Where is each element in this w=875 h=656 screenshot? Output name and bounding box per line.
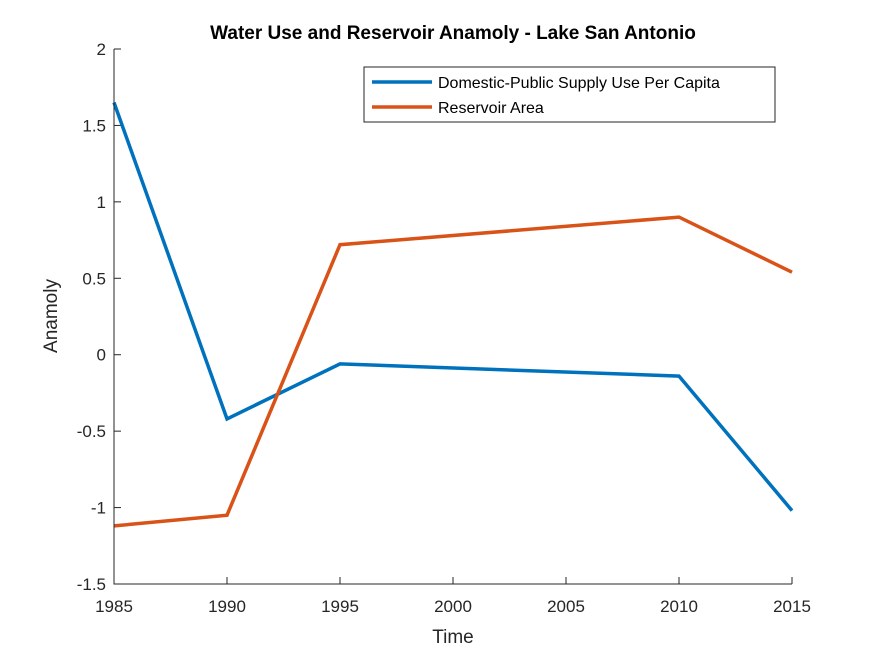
series-layer: [112, 101, 794, 528]
y-tick-label: 0.5: [82, 269, 106, 288]
x-tick-label: 1990: [208, 597, 246, 616]
x-tick-label: 1985: [95, 597, 133, 616]
x-axis-ticks: 1985 1990 1995 2000 2005 2010 2015: [95, 577, 811, 616]
axes-frame: [113, 49, 792, 585]
y-tick-label: -1.5: [77, 575, 106, 594]
series-line-2: [113, 215, 793, 528]
series-line-1: [112, 101, 794, 512]
y-tick-label: -1: [91, 499, 106, 518]
x-tick-label: 2010: [660, 597, 698, 616]
x-tick-label: 1995: [321, 597, 359, 616]
y-tick-label: -0.5: [77, 422, 106, 441]
legend-box: [363, 66, 776, 123]
legend-label-1: Domestic-Public Supply Use Per Capita: [438, 75, 720, 92]
y-tick-label: 2: [97, 40, 106, 59]
x-tick-label: 2015: [773, 597, 811, 616]
y-axis-title: Anamoly: [41, 279, 62, 353]
y-axis-ticks: -1.5 -1 -0.5 0 0.5 1 1.5 2: [77, 40, 121, 594]
x-tick-label: 2000: [434, 597, 472, 616]
legend-label-2: Reservoir Area: [438, 100, 544, 117]
x-axis-title: Time: [432, 627, 474, 648]
y-tick-label: 1: [97, 193, 106, 212]
x-tick-label: 2005: [547, 597, 585, 616]
legend: Domestic-Public Supply Use Per Capita Res…: [363, 66, 776, 123]
y-tick-label: 0: [97, 346, 106, 365]
chart-title: Water Use and Reservoir Anamoly - Lake S…: [210, 23, 696, 44]
y-tick-label: 1.5: [82, 116, 106, 135]
